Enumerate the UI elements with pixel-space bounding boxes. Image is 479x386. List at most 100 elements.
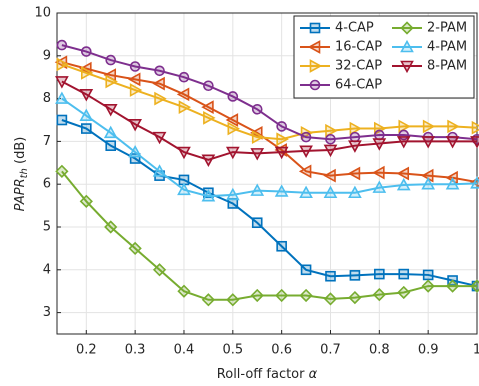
marker <box>81 46 92 57</box>
marker <box>445 136 460 149</box>
marker <box>470 279 479 293</box>
marker <box>227 121 240 136</box>
marker <box>128 118 142 132</box>
y-tick-label: 9 <box>43 48 51 63</box>
marker <box>127 72 141 87</box>
legend-marker <box>309 79 321 91</box>
x-tick-label: 1 <box>473 343 479 358</box>
y-tick-label: 5 <box>43 220 51 235</box>
marker <box>323 185 338 199</box>
marker <box>55 91 69 104</box>
marker <box>347 166 361 181</box>
marker <box>349 131 361 143</box>
x-label-main: Roll-off factor <box>217 367 309 382</box>
legend-marker <box>309 22 321 34</box>
marker <box>396 177 411 191</box>
marker <box>128 241 142 256</box>
legend-label: 4-CAP <box>335 21 374 36</box>
marker <box>203 80 214 92</box>
x-tick-label: 0.5 <box>222 343 243 358</box>
marker <box>79 194 93 208</box>
marker <box>251 217 263 229</box>
marker <box>152 263 167 277</box>
marker <box>225 113 239 127</box>
x-tick-label: 0.4 <box>174 343 195 358</box>
marker <box>227 198 239 209</box>
legend-marker <box>400 39 414 53</box>
marker <box>325 133 336 145</box>
legend-marker <box>309 59 323 73</box>
marker <box>396 166 410 181</box>
marker <box>276 121 287 132</box>
marker <box>276 240 287 252</box>
marker <box>421 177 436 190</box>
marker <box>398 119 411 134</box>
marker <box>129 83 143 97</box>
marker <box>274 146 289 160</box>
marker <box>398 268 410 280</box>
marker <box>421 279 435 293</box>
marker <box>56 57 70 72</box>
marker <box>178 71 190 83</box>
marker <box>104 220 118 234</box>
marker <box>103 104 118 117</box>
marker <box>299 288 313 303</box>
marker <box>323 144 338 158</box>
y-label-unit: (dB) <box>13 137 28 168</box>
marker <box>177 182 191 196</box>
marker <box>56 114 68 126</box>
marker <box>325 123 338 138</box>
marker <box>201 154 216 167</box>
x-tick-label: 0.6 <box>271 343 292 358</box>
marker <box>177 146 191 160</box>
y-axis-label: PAPRth (dB) <box>13 137 31 212</box>
marker <box>250 288 264 303</box>
marker <box>422 119 436 134</box>
marker <box>226 293 240 307</box>
legend-label: 16-CAP <box>335 40 382 55</box>
marker <box>349 270 361 281</box>
marker <box>276 132 289 147</box>
legend-label: 8-PAM <box>427 59 467 74</box>
x-label-symbol: α <box>309 367 318 382</box>
marker <box>348 290 362 305</box>
marker <box>154 91 167 106</box>
marker <box>251 104 263 115</box>
x-tick-label: 0.3 <box>125 343 146 358</box>
marker <box>227 91 239 102</box>
marker <box>201 293 216 307</box>
marker <box>300 131 312 143</box>
marker <box>299 145 313 158</box>
marker <box>152 164 167 177</box>
series-line <box>61 97 478 198</box>
marker <box>177 284 191 298</box>
marker <box>128 144 142 158</box>
marker <box>323 292 338 306</box>
marker <box>471 120 479 135</box>
marker <box>447 119 460 134</box>
marker <box>105 74 118 89</box>
marker <box>55 164 69 178</box>
marker <box>201 100 214 115</box>
marker <box>348 185 362 199</box>
marker <box>349 121 363 136</box>
marker <box>154 65 165 77</box>
marker <box>103 125 118 139</box>
y-tick-label: 7 <box>43 134 51 149</box>
legend-label: 32-CAP <box>335 59 382 74</box>
marker <box>129 153 141 164</box>
marker <box>201 189 216 202</box>
marker <box>203 111 216 125</box>
marker <box>372 165 385 180</box>
marker <box>56 39 68 51</box>
x-tick-label: 0.2 <box>76 343 97 358</box>
marker <box>372 138 387 151</box>
y-tick-label: 10 <box>34 6 51 21</box>
marker <box>274 184 289 197</box>
marker <box>445 279 460 293</box>
marker <box>372 287 386 302</box>
x-axis-label: Roll-off factor α <box>217 367 318 382</box>
x-tick-label: 0.7 <box>320 343 341 358</box>
legend-marker <box>400 21 414 35</box>
